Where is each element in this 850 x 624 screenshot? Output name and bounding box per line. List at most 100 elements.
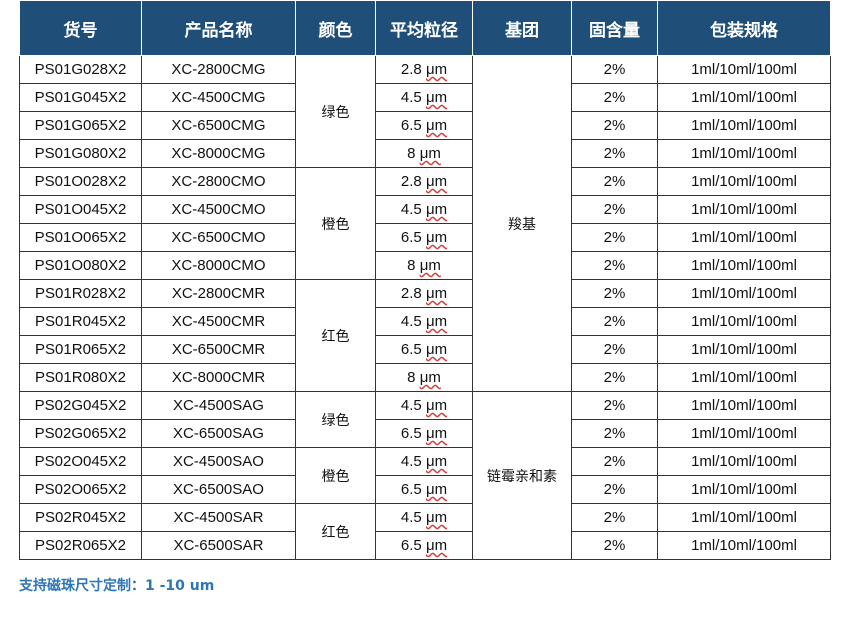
table-row: PS02G045X2 XC-4500SAG 绿色 4.5 μm 链霉亲和素 2% 1ml/1…	[19, 391, 831, 560]
cell-packaging: 1ml/10ml/100ml	[657, 391, 831, 420]
size-unit: μm	[425, 313, 448, 330]
cell-sku: PS01R065X2	[19, 335, 142, 364]
cell-packaging: 1ml/10ml/100ml	[657, 531, 831, 560]
cell-solid-content: 2%	[571, 391, 658, 420]
cell-product-name: XC-4500SAR	[141, 503, 296, 532]
cell-solid-content: 2%	[571, 419, 658, 448]
cell-solid-content: 2%	[571, 531, 658, 560]
cell-avg-size: 4.5 μm	[375, 503, 473, 532]
cell-solid-content: 2%	[571, 83, 658, 112]
size-unit: μm	[425, 481, 448, 498]
table-row: PS01O065X2 XC-6500CMO 6.5 μm 2% 1ml/10ml/100…	[19, 223, 831, 252]
cell-sku: PS02G045X2	[19, 391, 142, 420]
size-unit: μm	[425, 285, 448, 302]
cell-product-name: XC-6500SAG	[141, 419, 296, 448]
cell-group: 羧基	[472, 55, 572, 392]
cell-color: 红色	[295, 503, 376, 560]
table-row: PS01O045X2 XC-4500CMO 4.5 μm 2% 1ml/10ml/100…	[19, 195, 831, 224]
cell-sku: PS01R028X2	[19, 279, 142, 308]
cell-sku: PS01G045X2	[19, 83, 142, 112]
header-color: 颜色	[295, 0, 376, 56]
cell-solid-content: 2%	[571, 111, 658, 140]
cell-sku: PS01G080X2	[19, 139, 142, 168]
cell-packaging: 1ml/10ml/100ml	[657, 503, 831, 532]
size-value: 2.8	[400, 61, 422, 78]
table-row: PS01O028X2 XC-2800CMO 橙色 2.8 μm 2% 1ml/10ml/1…	[19, 167, 831, 280]
size-unit: μm	[425, 89, 448, 106]
size-value: 4.5	[400, 201, 422, 218]
cell-solid-content: 2%	[571, 363, 658, 392]
product-spec-table: 货号 产品名称 颜色 平均粒径 基团 固含量 包装规格 PS01G028X2 XC…	[19, 0, 831, 560]
size-unit: μm	[419, 257, 441, 274]
cell-product-name: XC-4500CMG	[141, 83, 296, 112]
size-value: 6.5	[400, 481, 422, 498]
size-unit: μm	[425, 173, 448, 190]
cell-product-name: XC-6500CMR	[141, 335, 296, 364]
table-row: PS01R028X2 XC-2800CMR 红色 2.8 μm 2% 1ml/10ml/1…	[19, 279, 831, 392]
cell-sku: PS02O045X2	[19, 447, 142, 476]
cell-avg-size: 6.5 μm	[375, 111, 473, 140]
header-packaging: 包装规格	[657, 0, 831, 56]
cell-color: 橙色	[295, 167, 376, 280]
cell-solid-content: 2%	[571, 55, 658, 84]
cell-solid-content: 2%	[571, 335, 658, 364]
cell-product-name: XC-4500SAG	[141, 391, 296, 420]
customization-note: 支持磁珠尺寸定制：1 -10 um	[19, 578, 215, 594]
size-value: 6.5	[400, 537, 422, 554]
cell-product-name: XC-2800CMR	[141, 279, 296, 308]
size-value: 6.5	[400, 425, 422, 442]
cell-color: 红色	[295, 279, 376, 392]
cell-solid-content: 2%	[571, 307, 658, 336]
cell-sku: PS01G028X2	[19, 55, 142, 84]
table-row: PS01G045X2 XC-4500CMG 4.5 μm 2% 1ml/10ml/100…	[19, 83, 831, 112]
cell-avg-size: 4.5 μm	[375, 83, 473, 112]
cell-packaging: 1ml/10ml/100ml	[657, 251, 831, 280]
table-row: PS02G065X2 XC-6500SAG 6.5 μm 2% 1ml/10ml/100…	[19, 419, 831, 448]
size-value: 8	[407, 145, 416, 162]
cell-sku: PS01O028X2	[19, 167, 142, 196]
cell-product-name: XC-2800CMG	[141, 55, 296, 84]
cell-avg-size: 8 μm	[375, 139, 473, 168]
table-body: PS01G028X2 XC-2800CMG 绿色 2.8 μm 羧基 2% 1ml/10ml…	[19, 55, 831, 560]
cell-sku: PS01O045X2	[19, 195, 142, 224]
table-row: PS01G065X2 XC-6500CMG 6.5 μm 2% 1ml/10ml/100…	[19, 111, 831, 140]
header-row: 货号 产品名称 颜色 平均粒径 基团 固含量 包装规格	[19, 0, 831, 56]
cell-avg-size: 6.5 μm	[375, 335, 473, 364]
size-unit: μm	[425, 61, 448, 78]
size-value: 4.5	[400, 397, 422, 414]
cell-solid-content: 2%	[571, 167, 658, 196]
cell-solid-content: 2%	[571, 195, 658, 224]
size-unit: μm	[425, 397, 448, 414]
cell-packaging: 1ml/10ml/100ml	[657, 167, 831, 196]
cell-avg-size: 6.5 μm	[375, 223, 473, 252]
size-value: 8	[407, 257, 416, 274]
cell-avg-size: 2.8 μm	[375, 55, 473, 84]
cell-group: 链霉亲和素	[472, 391, 572, 560]
table-row: PS01G080X2 XC-8000CMG 8 μm 2% 1ml/10ml/100ml	[19, 139, 831, 168]
size-unit: μm	[419, 369, 441, 386]
header-solid-content: 固含量	[571, 0, 658, 56]
cell-solid-content: 2%	[571, 503, 658, 532]
cell-solid-content: 2%	[571, 139, 658, 168]
cell-packaging: 1ml/10ml/100ml	[657, 475, 831, 504]
cell-sku: PS01O080X2	[19, 251, 142, 280]
cell-packaging: 1ml/10ml/100ml	[657, 111, 831, 140]
cell-product-name: XC-4500CMO	[141, 195, 296, 224]
cell-solid-content: 2%	[571, 447, 658, 476]
table-row: PS01R045X2 XC-4500CMR 4.5 μm 2% 1ml/10ml/100…	[19, 307, 831, 336]
cell-avg-size: 8 μm	[375, 251, 473, 280]
table-row: PS02R045X2 XC-4500SAR 红色 4.5 μm 2% 1ml/10ml/1…	[19, 503, 831, 560]
cell-sku: PS01O065X2	[19, 223, 142, 252]
size-unit: μm	[425, 537, 448, 554]
table-row: PS01R080X2 XC-8000CMR 8 μm 2% 1ml/10ml/100ml	[19, 363, 831, 392]
cell-packaging: 1ml/10ml/100ml	[657, 447, 831, 476]
cell-color: 绿色	[295, 391, 376, 448]
cell-avg-size: 2.8 μm	[375, 167, 473, 196]
cell-product-name: XC-8000CMG	[141, 139, 296, 168]
size-unit: μm	[425, 509, 448, 526]
cell-product-name: XC-4500CMR	[141, 307, 296, 336]
size-unit: μm	[425, 229, 448, 246]
size-value: 6.5	[400, 341, 422, 358]
header-group: 基团	[472, 0, 572, 56]
size-value: 4.5	[400, 313, 422, 330]
